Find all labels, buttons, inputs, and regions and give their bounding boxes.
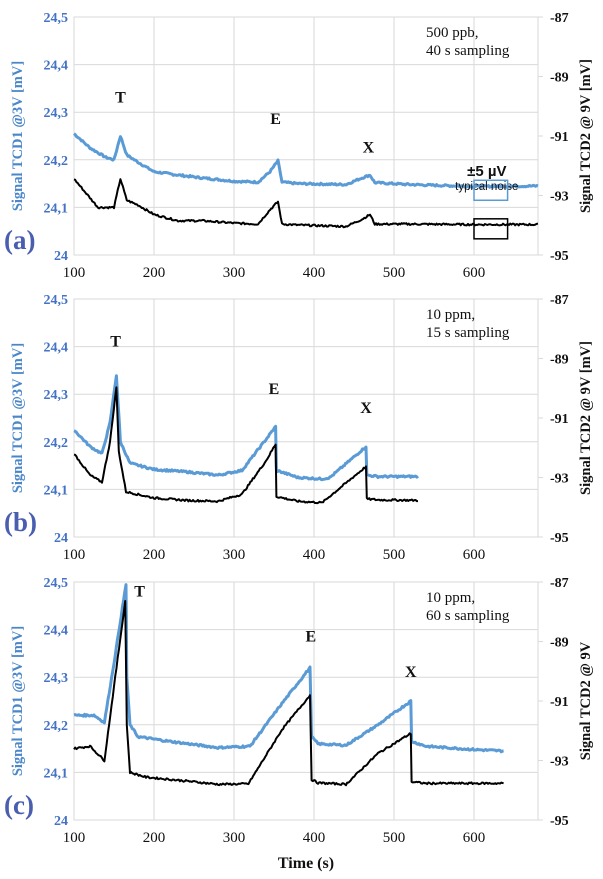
peak-label: X — [363, 140, 375, 157]
x-tick: 500 — [383, 265, 406, 281]
condition-annotation: 10 ppm, — [426, 590, 475, 606]
series-line-tcd1 — [73, 374, 420, 482]
condition-annotation: 10 ppm, — [426, 307, 475, 323]
y-tick-right: -93 — [550, 190, 569, 205]
y-tick-left: 24,2 — [44, 154, 69, 169]
y-tick-right: -93 — [550, 472, 569, 487]
noise-value-label: ±5 µV — [467, 163, 506, 180]
peak-label: E — [270, 111, 281, 128]
y-tick-left: 24,4 — [44, 59, 69, 74]
y-axis-label-right: Signal TCD2 @ 9V — [578, 641, 594, 760]
plot-frame — [73, 298, 539, 538]
x-tick: 200 — [143, 547, 166, 563]
series-line-tcd1 — [73, 132, 539, 189]
x-tick: 100 — [63, 547, 86, 563]
series-line-tcd2 — [73, 600, 504, 787]
peak-label: E — [305, 629, 316, 646]
y-tick-left: 24 — [54, 249, 68, 264]
y-axis-label-left: Signal TCD1 @3V [mV] — [10, 626, 26, 776]
y-tick-right: -89 — [550, 71, 569, 86]
condition-annotation: 500 ppb, — [426, 25, 479, 41]
y-tick-right: -87 — [550, 11, 569, 26]
x-tick: 200 — [143, 265, 166, 281]
y-axis-label-right: Signal TCD2 @ 9V [mV] — [578, 341, 594, 495]
chart-panel-b: 24 24,1 24,2 24,3 24,4 24,5 -95 -93 -91 -89 -87 100… — [4, 293, 594, 563]
x-tick: 600 — [463, 830, 486, 846]
condition-annotation: 15 s sampling — [426, 325, 510, 341]
x-axis-label: Time (s) — [278, 855, 334, 872]
y-tick-right: -93 — [550, 755, 569, 770]
series-line-tcd2 — [73, 386, 418, 505]
x-tick: 100 — [63, 830, 86, 846]
x-tick: 300 — [223, 265, 246, 281]
panel-label: (c) — [4, 790, 34, 820]
y-tick-right: -91 — [550, 695, 569, 710]
chart-panel-c: 24 24,1 24,2 24,3 24,4 24,5 -95 -93 -91 -89 -87 100… — [4, 576, 594, 872]
y-tick-left: 24,3 — [44, 388, 69, 403]
x-tick: 400 — [303, 547, 326, 563]
y-tick-left: 24,3 — [44, 671, 69, 686]
y-axis-label-right: Signal TCD2 @ 9V [mV] — [578, 59, 594, 213]
x-tick: 300 — [223, 547, 246, 563]
noise-caption: typical noise — [455, 181, 518, 193]
y-tick-right: -87 — [550, 293, 569, 308]
x-tick: 200 — [143, 830, 166, 846]
condition-annotation: 60 s sampling — [426, 608, 510, 624]
y-tick-left: 24 — [54, 814, 68, 829]
y-tick-left: 24,5 — [44, 293, 69, 308]
y-tick-left: 24 — [54, 531, 68, 546]
x-tick: 400 — [303, 265, 326, 281]
peak-label: X — [360, 400, 372, 417]
y-tick-left: 24,1 — [44, 483, 69, 498]
series-line-tcd2 — [73, 178, 539, 229]
x-tick: 400 — [303, 830, 326, 846]
y-tick-left: 24,5 — [44, 576, 69, 591]
panel-label: (b) — [4, 507, 37, 537]
plot-frame — [73, 16, 539, 256]
y-tick-left: 24,5 — [44, 11, 69, 26]
y-tick-right: -87 — [550, 576, 569, 591]
condition-annotation: 40 s sampling — [426, 43, 510, 59]
panel-label: (a) — [4, 225, 35, 255]
noise-box-tcd1 — [473, 179, 509, 202]
x-tick: 100 — [63, 265, 86, 281]
y-tick-left: 24,4 — [44, 624, 69, 639]
y-tick-right: -95 — [550, 249, 569, 264]
peak-label: X — [405, 664, 417, 681]
peak-label: T — [115, 90, 126, 107]
y-axis-label-left: Signal TCD1 @3V [mV] — [10, 61, 26, 211]
series-line-tcd1 — [73, 583, 504, 754]
peak-label: T — [110, 334, 121, 351]
peak-label: E — [269, 381, 280, 398]
y-tick-left: 24,2 — [44, 436, 69, 451]
y-tick-right: -91 — [550, 130, 569, 145]
y-tick-right: -95 — [550, 531, 569, 546]
y-tick-right: -89 — [550, 353, 569, 368]
plot-frame — [73, 581, 539, 821]
chart-panel-a: 24 24,1 24,2 24,3 24,4 24,5 -95 -93 -91 -89 -87 100… — [4, 11, 594, 281]
y-axis-label-left: Signal TCD1 @3V [mV] — [10, 343, 26, 493]
y-tick-left: 24,2 — [44, 719, 69, 734]
y-tick-left: 24,1 — [44, 201, 69, 216]
y-tick-left: 24,1 — [44, 766, 69, 781]
x-tick: 600 — [463, 547, 486, 563]
peak-label: T — [134, 583, 145, 600]
y-tick-left: 24,3 — [44, 106, 69, 121]
x-tick: 300 — [223, 830, 246, 846]
x-tick: 500 — [383, 830, 406, 846]
x-tick: 600 — [463, 265, 486, 281]
noise-box-tcd2 — [473, 218, 509, 240]
x-tick: 500 — [383, 547, 406, 563]
y-tick-left: 24,4 — [44, 341, 69, 356]
y-tick-right: -91 — [550, 412, 569, 427]
y-tick-right: -95 — [550, 814, 569, 829]
y-tick-right: -89 — [550, 636, 569, 651]
